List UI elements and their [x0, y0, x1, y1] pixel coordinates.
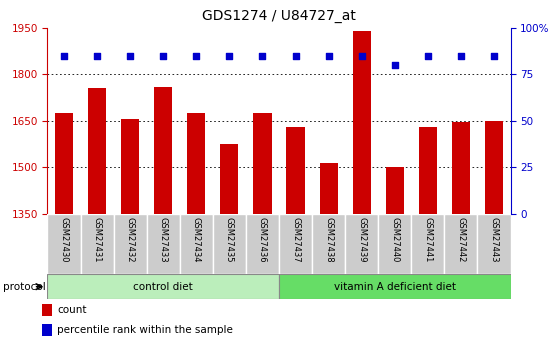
- Bar: [180, 214, 213, 274]
- Bar: [55, 113, 73, 214]
- Text: GSM27439: GSM27439: [357, 217, 366, 263]
- Point: [357, 53, 366, 58]
- Bar: [42, 324, 52, 336]
- Point: [324, 53, 333, 58]
- Bar: [279, 274, 511, 299]
- Bar: [386, 167, 404, 214]
- Text: GSM27436: GSM27436: [258, 217, 267, 263]
- Bar: [246, 214, 279, 274]
- Point: [126, 53, 134, 58]
- Point: [489, 53, 498, 58]
- Point: [424, 53, 432, 58]
- Text: vitamin A deficient diet: vitamin A deficient diet: [334, 282, 456, 292]
- Point: [60, 53, 69, 58]
- Bar: [411, 214, 444, 274]
- Point: [456, 53, 465, 58]
- Point: [158, 53, 167, 58]
- Text: GSM27440: GSM27440: [390, 217, 400, 262]
- Text: GSM27435: GSM27435: [225, 217, 234, 263]
- Bar: [154, 87, 172, 214]
- Bar: [279, 214, 312, 274]
- Text: GSM27437: GSM27437: [291, 217, 300, 263]
- Point: [258, 53, 267, 58]
- Bar: [312, 214, 345, 274]
- Text: GSM27434: GSM27434: [192, 217, 201, 263]
- Text: GSM27432: GSM27432: [126, 217, 134, 263]
- Bar: [286, 127, 305, 214]
- Bar: [42, 304, 52, 316]
- Bar: [353, 31, 371, 214]
- Text: GSM27438: GSM27438: [324, 217, 333, 263]
- Text: GSM27442: GSM27442: [456, 217, 465, 262]
- Bar: [378, 214, 411, 274]
- Text: protocol: protocol: [3, 282, 46, 292]
- Text: GSM27443: GSM27443: [489, 217, 498, 263]
- Point: [192, 53, 201, 58]
- Bar: [345, 214, 378, 274]
- Bar: [187, 113, 205, 214]
- Text: GSM27431: GSM27431: [93, 217, 102, 263]
- Text: GSM27433: GSM27433: [158, 217, 168, 263]
- Bar: [220, 144, 238, 214]
- Bar: [452, 122, 470, 214]
- Bar: [478, 214, 511, 274]
- Point: [93, 53, 102, 58]
- Text: GDS1274 / U84727_at: GDS1274 / U84727_at: [202, 9, 356, 23]
- Text: control diet: control diet: [133, 282, 193, 292]
- Bar: [121, 119, 140, 214]
- Bar: [444, 214, 478, 274]
- Bar: [147, 214, 180, 274]
- Text: GSM27430: GSM27430: [60, 217, 69, 263]
- Point: [291, 53, 300, 58]
- Bar: [253, 113, 272, 214]
- Bar: [320, 162, 338, 214]
- Bar: [47, 274, 279, 299]
- Point: [225, 53, 234, 58]
- Text: count: count: [57, 305, 86, 315]
- Bar: [88, 88, 106, 214]
- Bar: [213, 214, 246, 274]
- Point: [390, 62, 399, 68]
- Bar: [418, 127, 437, 214]
- Text: GSM27441: GSM27441: [424, 217, 432, 262]
- Bar: [47, 214, 80, 274]
- Bar: [80, 214, 114, 274]
- Text: percentile rank within the sample: percentile rank within the sample: [57, 325, 233, 335]
- Bar: [485, 121, 503, 214]
- Bar: [114, 214, 147, 274]
